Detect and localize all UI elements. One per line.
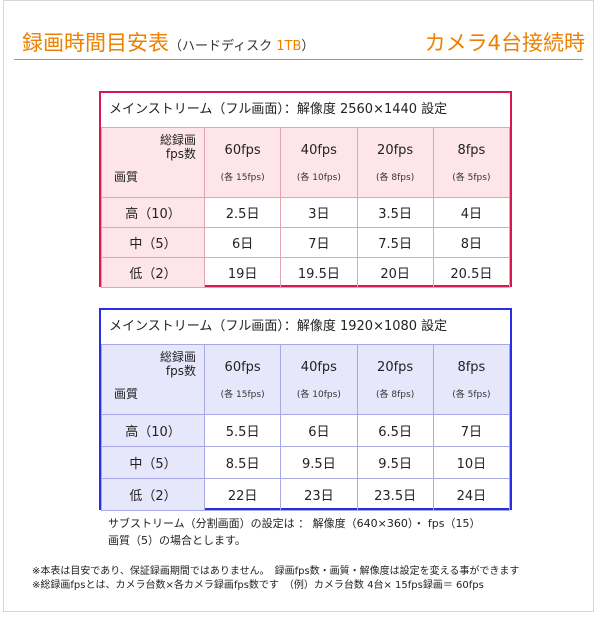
column-fps: 60fps <box>224 359 261 375</box>
table-corner-cell: 総録画 fps数 画質 <box>101 127 205 198</box>
corner-label-line1: 総録画 <box>159 133 196 147</box>
header: 録画時間目安表（ハードディスク 1TB） カメラ4台接続時 <box>4 17 593 60</box>
table-cell: 3日 <box>280 197 358 228</box>
table-corner-cell: 総録画 fps数 画質 <box>101 344 205 415</box>
column-header: 40fps (各 10fps) <box>280 344 358 415</box>
recording-time-table: 総録画 fps数 画質 60fps (各 15fps) 40fps (各 10fps)… <box>101 127 511 288</box>
table-cell: 24日 <box>432 478 511 511</box>
row-label: 中（5） <box>101 446 205 479</box>
table-cell: 23日 <box>280 478 358 511</box>
table-row: 高（10） 2.5日 3日 3.5日 4日 <box>101 197 511 228</box>
column-header: 60fps (各 15fps) <box>203 344 282 415</box>
table-row: 中（5） 6日 7日 7.5日 8日 <box>101 227 511 258</box>
table-cell: 20日 <box>356 257 434 288</box>
substream-note-line1: サブストリーム（分割画面）の設定は ： 解像度（640×360）・ fps（15… <box>108 517 481 530</box>
column-per-camera: (各 10fps) <box>296 172 341 183</box>
column-fps: 8fps <box>457 359 486 375</box>
table-cell: 23.5日 <box>356 478 434 511</box>
corner-label-line2: fps数 <box>165 147 196 161</box>
table-caption: メインストリーム（フル画面）：解像度 2560×1440 設定 <box>109 102 448 117</box>
column-per-camera: (各 5fps) <box>452 172 491 183</box>
column-header: 40fps (各 10fps) <box>280 127 358 198</box>
table-cell: 9.5日 <box>280 446 358 479</box>
page-frame: 録画時間目安表（ハードディスク 1TB） カメラ4台接続時 メインストリーム（フ… <box>3 0 594 612</box>
footnote-line1: ※本表は目安であり、保証録画期間ではありません。 録画fps数・画質・解像度は設… <box>32 566 520 577</box>
recording-time-table: 総録画 fps数 画質 60fps (各 15fps) 40fps (各 10fps)… <box>101 344 511 511</box>
column-fps: 60fps <box>224 142 261 158</box>
camera-count-title: カメラ4台接続時 <box>424 31 585 55</box>
table-cell: 8.5日 <box>203 446 282 479</box>
table-cell: 19日 <box>203 257 282 288</box>
table-cell: 6日 <box>203 227 282 258</box>
table-cell: 20.5日 <box>432 257 511 288</box>
column-fps: 40fps <box>300 142 337 158</box>
table-cell: 6.5日 <box>356 414 434 447</box>
row-label: 低（2） <box>101 478 205 511</box>
corner-quality-label: 画質 <box>114 170 139 184</box>
table-cell: 19.5日 <box>280 257 358 288</box>
title-subtitle: （ハードディスク 1TB） <box>169 39 314 54</box>
table-row: 高（10） 5.5日 6日 6.5日 7日 <box>101 414 511 447</box>
column-header: 20fps (各 8fps) <box>356 344 434 415</box>
row-label: 低（2） <box>101 257 205 288</box>
column-header: 8fps (各 5fps) <box>432 127 511 198</box>
table-1920x1080: メインストリーム（フル画面）：解像度 1920×1080 設定 総録画 fps数 … <box>99 308 512 511</box>
table-cell: 8日 <box>432 227 511 258</box>
column-header: 8fps (各 5fps) <box>432 344 511 415</box>
column-per-camera: (各 8fps) <box>376 389 415 400</box>
column-fps: 40fps <box>300 359 337 375</box>
table-row: 低（2） 22日 23日 23.5日 24日 <box>101 478 511 511</box>
title-text: 録画時間目安表 <box>22 31 169 55</box>
table-cell: 2.5日 <box>203 197 282 228</box>
table-cell: 5.5日 <box>203 414 282 447</box>
column-header: 60fps (各 15fps) <box>203 127 282 198</box>
column-per-camera: (各 8fps) <box>376 172 415 183</box>
footnote-line2: ※総録画fpsとは、カメラ台数×各カメラ録画fps数です （例）カメラ台数 4台… <box>32 580 484 591</box>
table-cell: 7日 <box>280 227 358 258</box>
column-per-camera: (各 10fps) <box>296 389 341 400</box>
column-per-camera: (各 15fps) <box>220 389 265 400</box>
substream-note-line2: 画質（5）の場合とします。 <box>108 534 246 547</box>
table-cell: 4日 <box>432 197 511 228</box>
header-divider <box>14 59 583 60</box>
column-per-camera: (各 15fps) <box>220 172 265 183</box>
row-label: 中（5） <box>101 227 205 258</box>
table-row: 低（2） 19日 19.5日 20日 20.5日 <box>101 257 511 288</box>
subtitle-suffix: ） <box>301 39 315 54</box>
column-fps: 8fps <box>457 142 486 158</box>
column-per-camera: (各 5fps) <box>452 389 491 400</box>
page-title: 録画時間目安表（ハードディスク 1TB） <box>22 27 314 57</box>
table-cell: 3.5日 <box>356 197 434 228</box>
table-row: 中（5） 8.5日 9.5日 9.5日 10日 <box>101 446 511 479</box>
substream-note: サブストリーム（分割画面）の設定は ： 解像度（640×360）・ fps（15… <box>108 515 480 549</box>
subtitle-prefix: （ハードディスク <box>169 39 277 54</box>
table-cell: 6日 <box>280 414 358 447</box>
corner-label-line1: 総録画 <box>159 350 196 364</box>
table-cell: 22日 <box>203 478 282 511</box>
corner-fps-label: 総録画 fps数 <box>160 133 196 161</box>
table-cell: 7日 <box>432 414 511 447</box>
subtitle-capacity: 1TB <box>276 39 302 54</box>
table-caption: メインストリーム（フル画面）：解像度 1920×1080 設定 <box>109 319 448 334</box>
footnotes: ※本表は目安であり、保証録画期間ではありません。 録画fps数・画質・解像度は設… <box>32 565 519 593</box>
table-cell: 7.5日 <box>356 227 434 258</box>
corner-quality-label: 画質 <box>114 387 139 401</box>
row-label: 高（10） <box>101 414 205 447</box>
corner-label-line2: fps数 <box>165 364 196 378</box>
column-fps: 20fps <box>377 359 414 375</box>
corner-fps-label: 総録画 fps数 <box>160 350 196 378</box>
table-cell: 10日 <box>432 446 511 479</box>
table-2560x1440: メインストリーム（フル画面）：解像度 2560×1440 設定 総録画 fps数 … <box>99 91 512 288</box>
row-label: 高（10） <box>101 197 205 228</box>
column-header: 20fps (各 8fps) <box>356 127 434 198</box>
table-cell: 9.5日 <box>356 446 434 479</box>
column-fps: 20fps <box>377 142 414 158</box>
